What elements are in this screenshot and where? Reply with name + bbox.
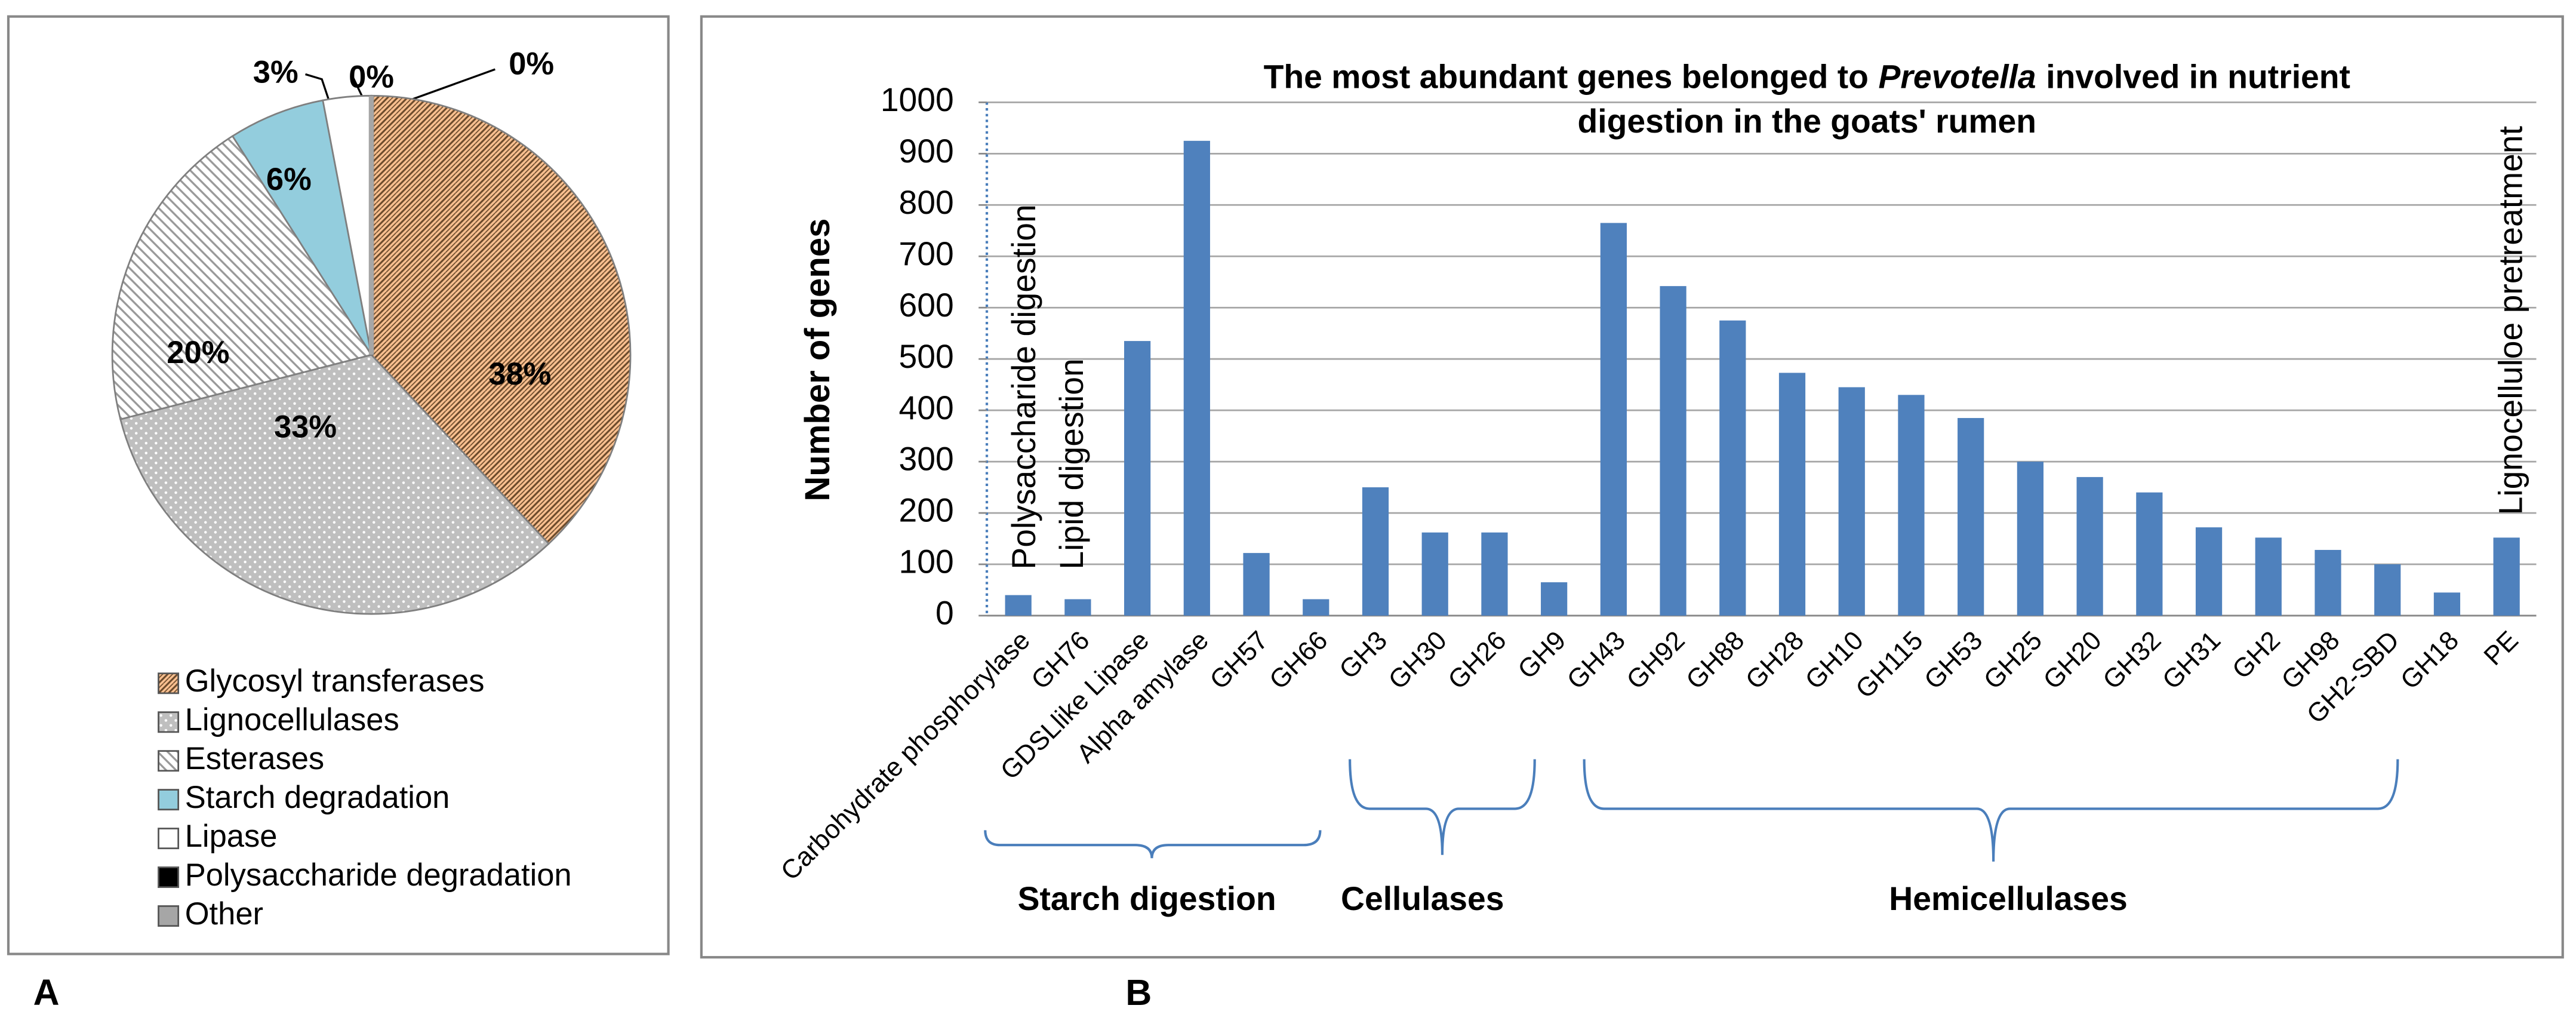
pie-slice	[119, 353, 550, 615]
y-tick-label: 700	[899, 235, 954, 272]
bar	[1838, 387, 1865, 616]
pie-label: 0%	[509, 46, 554, 81]
legend-swatch	[158, 750, 180, 772]
y-tick-label: 100	[899, 543, 954, 580]
chart-title: The most abundant genes belonged to Prevo…	[1264, 58, 2350, 95]
group-label: Starch digestion	[1018, 880, 1276, 917]
legend-label: Lignocellulases	[185, 702, 399, 737]
pie-label: 38%	[488, 356, 551, 392]
y-tick-label: 200	[899, 492, 954, 529]
bar	[2315, 549, 2341, 616]
bar	[2076, 477, 2103, 616]
legend-swatch	[158, 828, 180, 850]
bar	[1481, 532, 1508, 616]
pie-slice	[370, 94, 632, 545]
legend-swatch	[158, 905, 180, 927]
y-tick-label: 1000	[881, 81, 954, 118]
y-axis-label: Number of genes	[798, 219, 837, 502]
bar	[2017, 462, 2044, 616]
bar	[1958, 418, 1984, 616]
legend-label: Glycosyl transferases	[185, 663, 485, 699]
y-tick-label: 400	[899, 389, 954, 426]
bar	[1362, 487, 1389, 616]
bar	[1421, 532, 1448, 616]
pie-label: 3%	[253, 54, 298, 90]
pie-label: 20%	[167, 335, 229, 370]
legend-swatch	[158, 711, 180, 733]
pie-slice	[231, 99, 373, 356]
annotation: Lipid digestion	[1053, 358, 1090, 569]
title-part: The most abundant genes belonged to	[1264, 58, 1869, 95]
pie-label: 33%	[274, 410, 337, 445]
bar	[2136, 492, 2163, 616]
legend-swatch	[158, 672, 180, 694]
bar	[1064, 599, 1091, 616]
title-part: Prevotella	[1878, 58, 2036, 95]
bar	[2433, 592, 2461, 616]
y-tick-label: 800	[899, 184, 954, 221]
group-brace	[1349, 759, 1536, 855]
bar	[1243, 553, 1270, 616]
group-brace	[984, 830, 1322, 859]
legend-label: Esterases	[185, 741, 324, 776]
pie-label: 0%	[349, 60, 394, 95]
group-label: Hemicellulases	[1889, 880, 2127, 917]
y-tick-label: 600	[899, 287, 954, 324]
bar	[2255, 537, 2282, 616]
y-tick-label: 0	[935, 595, 954, 632]
pie-label: 6%	[266, 162, 312, 197]
bar	[1303, 599, 1329, 616]
legend-label: Lipase	[185, 819, 278, 854]
pie-slice	[111, 134, 373, 420]
bar	[2374, 564, 2401, 616]
bar	[2195, 527, 2223, 616]
legend-label: Other	[185, 896, 263, 932]
panel-b-frame	[700, 15, 2564, 959]
group-brace	[1583, 759, 2399, 862]
group-label: Cellulases	[1341, 880, 1504, 917]
legend-swatch	[158, 866, 180, 889]
bar	[1719, 320, 1746, 616]
bar	[1660, 286, 1686, 616]
legend-label: Polysaccharide degradation	[185, 857, 572, 893]
y-tick-label: 900	[899, 133, 954, 170]
bar	[1124, 341, 1151, 616]
bar	[1183, 140, 1210, 616]
bar	[1005, 595, 1032, 616]
title-part: involved in nutrient	[2046, 58, 2350, 95]
legend-label: Starch degradation	[185, 780, 450, 815]
legend-swatch	[158, 789, 180, 811]
bar	[1778, 373, 1806, 616]
annotation: Lignocelluloe pretreatment	[2492, 126, 2529, 515]
annotation: Polysaccharide digestion	[1005, 204, 1042, 569]
chart-title: digestion in the goats' rumen	[1578, 103, 2036, 140]
bar	[2493, 537, 2520, 616]
panel-label: A	[33, 972, 60, 1013]
y-tick-label: 300	[899, 441, 954, 478]
y-tick-label: 500	[899, 338, 954, 375]
bar	[1541, 582, 1568, 616]
panel-label: B	[1125, 972, 1152, 1013]
bar	[1600, 223, 1627, 616]
bar	[1898, 395, 1925, 616]
